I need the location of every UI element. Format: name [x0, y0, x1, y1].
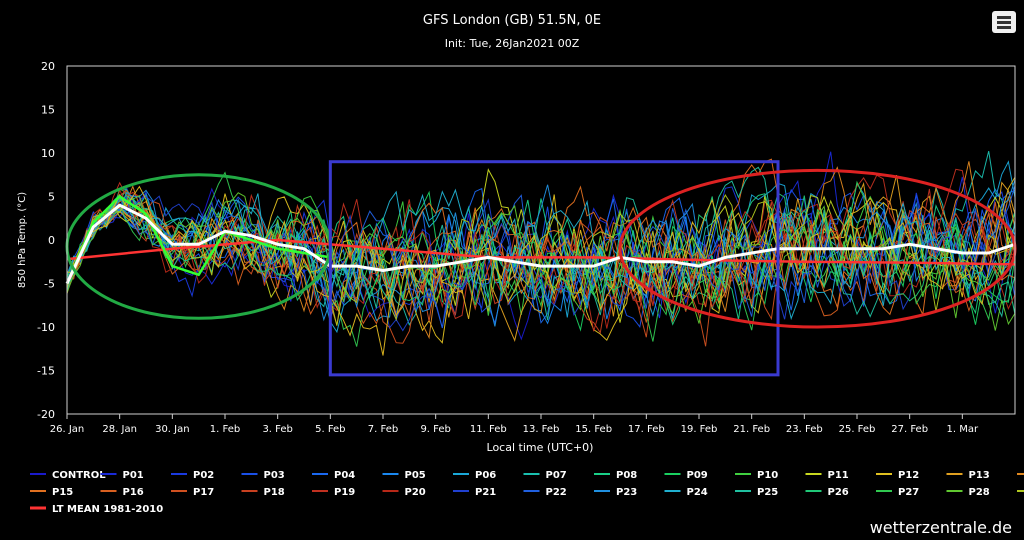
- legend-label-p01: P01: [123, 470, 144, 481]
- ensemble-members: [66, 150, 1016, 356]
- lt-mean-line: [66, 238, 1016, 266]
- legend-label-p11: P11: [828, 470, 849, 481]
- x-tick-label: 5. Feb: [315, 424, 345, 435]
- y-tick-label: -5: [44, 278, 55, 291]
- x-tick-label: 1. Feb: [210, 424, 240, 435]
- member-line-p01: [66, 151, 1016, 314]
- legend-label-p26: P26: [828, 487, 849, 498]
- x-tick-label: 3. Feb: [262, 424, 292, 435]
- x-tick-label: 11. Feb: [470, 424, 507, 435]
- x-tick-label: 15. Feb: [575, 424, 612, 435]
- chart-subtitle: Init: Tue, 26Jan2021 00Z: [445, 37, 580, 50]
- x-tick-label: 23. Feb: [786, 424, 823, 435]
- member-line-p23: [66, 179, 1016, 327]
- legend-label-p07: P07: [546, 470, 567, 481]
- legend-label-p08: P08: [616, 470, 637, 481]
- x-tick-label: 25. Feb: [839, 424, 876, 435]
- x-tick-label: 9. Feb: [420, 424, 450, 435]
- legend-label-p04: P04: [334, 470, 355, 481]
- y-axis-label: 850 hPa Temp. (°C): [17, 192, 28, 288]
- legend: CONTROL P01 P02 P03 P04 P05 P06 P07 P08 P09 P10 P11…: [30, 470, 1024, 515]
- legend-label-p10: P10: [757, 470, 778, 481]
- member-line-p04: [66, 187, 1016, 324]
- member-line-p13: [66, 174, 1016, 342]
- legend-label-p27: P27: [898, 487, 919, 498]
- y-tick-label: 10: [41, 147, 55, 160]
- member-line-p29: [66, 193, 1016, 326]
- legend-label-p25: P25: [757, 487, 778, 498]
- x-axis-label: Local time (UTC+0): [487, 441, 594, 454]
- x-tick-label: 26. Jan: [50, 424, 85, 435]
- hamburger-menu-icon[interactable]: [992, 11, 1016, 33]
- legend-label-p09: P09: [687, 470, 708, 481]
- member-line-p30: [66, 176, 1016, 356]
- legend-label-p21: P21: [475, 487, 496, 498]
- y-tick-label: 15: [41, 104, 55, 117]
- y-tick-label: 5: [48, 191, 55, 204]
- y-tick-label: -20: [37, 408, 55, 421]
- member-line-p18: [66, 199, 1016, 335]
- legend-label-p12: P12: [898, 470, 919, 481]
- x-tick-label: 27. Feb: [891, 424, 928, 435]
- legend-label-p22: P22: [546, 487, 567, 498]
- legend-label-p02: P02: [193, 470, 214, 481]
- oper-line: [65, 195, 331, 284]
- legend-label-p03: P03: [264, 470, 285, 481]
- legend-label-p06: P06: [475, 470, 496, 481]
- avg-line: [65, 203, 1016, 285]
- legend-label-control: CONTROL: [52, 470, 106, 481]
- blue-box: [328, 160, 780, 377]
- legend-label-p16: P16: [123, 487, 144, 498]
- member-line-p10: [66, 188, 1016, 316]
- x-tick-label: 1. Mar: [947, 424, 979, 435]
- legend-label-p19: P19: [334, 487, 355, 498]
- member-line-p28: [66, 192, 1016, 331]
- chart-title: GFS London (GB) 51.5N, 0E: [423, 13, 601, 28]
- legend-label-p17: P17: [193, 487, 214, 498]
- x-tick-label: 7. Feb: [368, 424, 398, 435]
- y-tick-label: 20: [41, 60, 55, 73]
- member-line-p27: [66, 171, 1016, 347]
- legend-label-p28: P28: [969, 487, 990, 498]
- x-tick-label: 21. Feb: [733, 424, 770, 435]
- legend-label-lt-mean-1981-2010: LT MEAN 1981-2010: [52, 504, 163, 515]
- x-tick-label: 17. Feb: [628, 424, 665, 435]
- legend-label-p15: P15: [52, 487, 73, 498]
- legend-label-p13: P13: [969, 470, 990, 481]
- x-tick-label: 28. Jan: [102, 424, 137, 435]
- legend-label-p23: P23: [616, 487, 637, 498]
- member-line-p25: [66, 166, 1016, 321]
- legend-label-p05: P05: [405, 470, 426, 481]
- y-tick-label: -15: [37, 365, 55, 378]
- y-tick-label: -10: [37, 321, 55, 334]
- legend-label-p18: P18: [264, 487, 285, 498]
- axes: -20 -15 -10 -5 0 5 10 15 20 26. Jan 28. Jan 30. Jan…: [37, 60, 1016, 435]
- legend-label-p24: P24: [687, 487, 708, 498]
- legend-label-p20: P20: [405, 487, 426, 498]
- watermark: wetterzentrale.de: [869, 518, 1012, 537]
- main-series: [65, 195, 1016, 285]
- x-tick-label: 19. Feb: [681, 424, 718, 435]
- x-tick-label: 30. Jan: [155, 424, 190, 435]
- y-tick-label: 0: [48, 234, 55, 247]
- x-tick-label: 13. Feb: [523, 424, 560, 435]
